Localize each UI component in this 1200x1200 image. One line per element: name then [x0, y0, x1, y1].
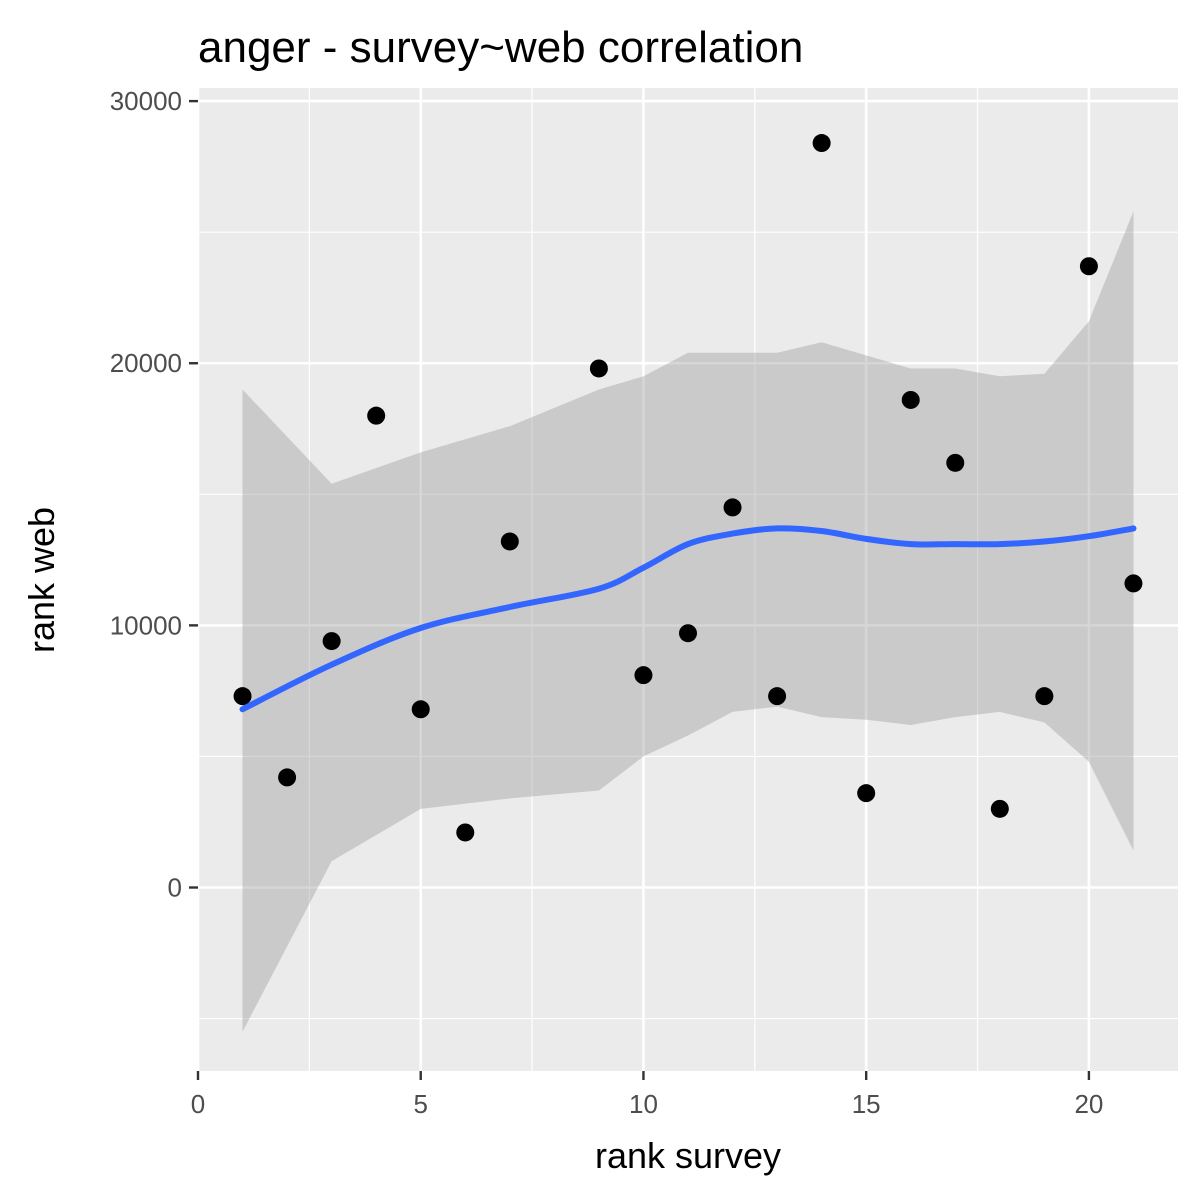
- x-axis-title: rank survey: [595, 1135, 781, 1176]
- data-point: [367, 406, 386, 425]
- data-point: [723, 498, 742, 517]
- x-tick-label: 20: [1074, 1089, 1103, 1119]
- chart-title: anger - survey~web correlation: [198, 23, 803, 72]
- data-point: [411, 700, 430, 719]
- data-point: [901, 390, 920, 409]
- data-point: [634, 666, 653, 685]
- y-tick-label: 10000: [110, 610, 182, 640]
- data-point: [679, 624, 697, 643]
- y-tick-label: 0: [168, 873, 182, 903]
- plot-panel: [198, 88, 1178, 1071]
- x-tick-label: 10: [629, 1089, 658, 1119]
- data-point: [322, 632, 341, 651]
- y-axis: 0 10000 20000 30000: [110, 86, 198, 903]
- data-point: [500, 532, 519, 551]
- x-tick-label: 5: [413, 1089, 427, 1119]
- y-tick-label: 20000: [110, 348, 182, 378]
- data-point: [768, 687, 787, 706]
- data-point: [233, 687, 252, 706]
- data-point: [1124, 574, 1143, 593]
- data-point: [946, 453, 965, 472]
- data-points: [233, 134, 1143, 842]
- confidence-ribbon: [242, 211, 1134, 1032]
- x-tick-label: 15: [852, 1089, 881, 1119]
- data-point: [589, 359, 608, 378]
- data-point: [1035, 687, 1054, 706]
- x-tick-label: 0: [191, 1089, 205, 1119]
- data-point: [278, 768, 297, 787]
- data-point: [990, 799, 1009, 818]
- data-point: [1079, 257, 1098, 276]
- x-axis: 0 5 10 15 20: [191, 1071, 1103, 1119]
- y-axis-title: rank web: [21, 507, 62, 653]
- data-point: [456, 823, 475, 842]
- minor-gridlines: [198, 88, 1178, 1071]
- data-point: [857, 784, 876, 803]
- data-point: [812, 134, 831, 153]
- y-tick-label: 30000: [110, 86, 182, 116]
- smooth-trend-line: [239, 525, 1137, 713]
